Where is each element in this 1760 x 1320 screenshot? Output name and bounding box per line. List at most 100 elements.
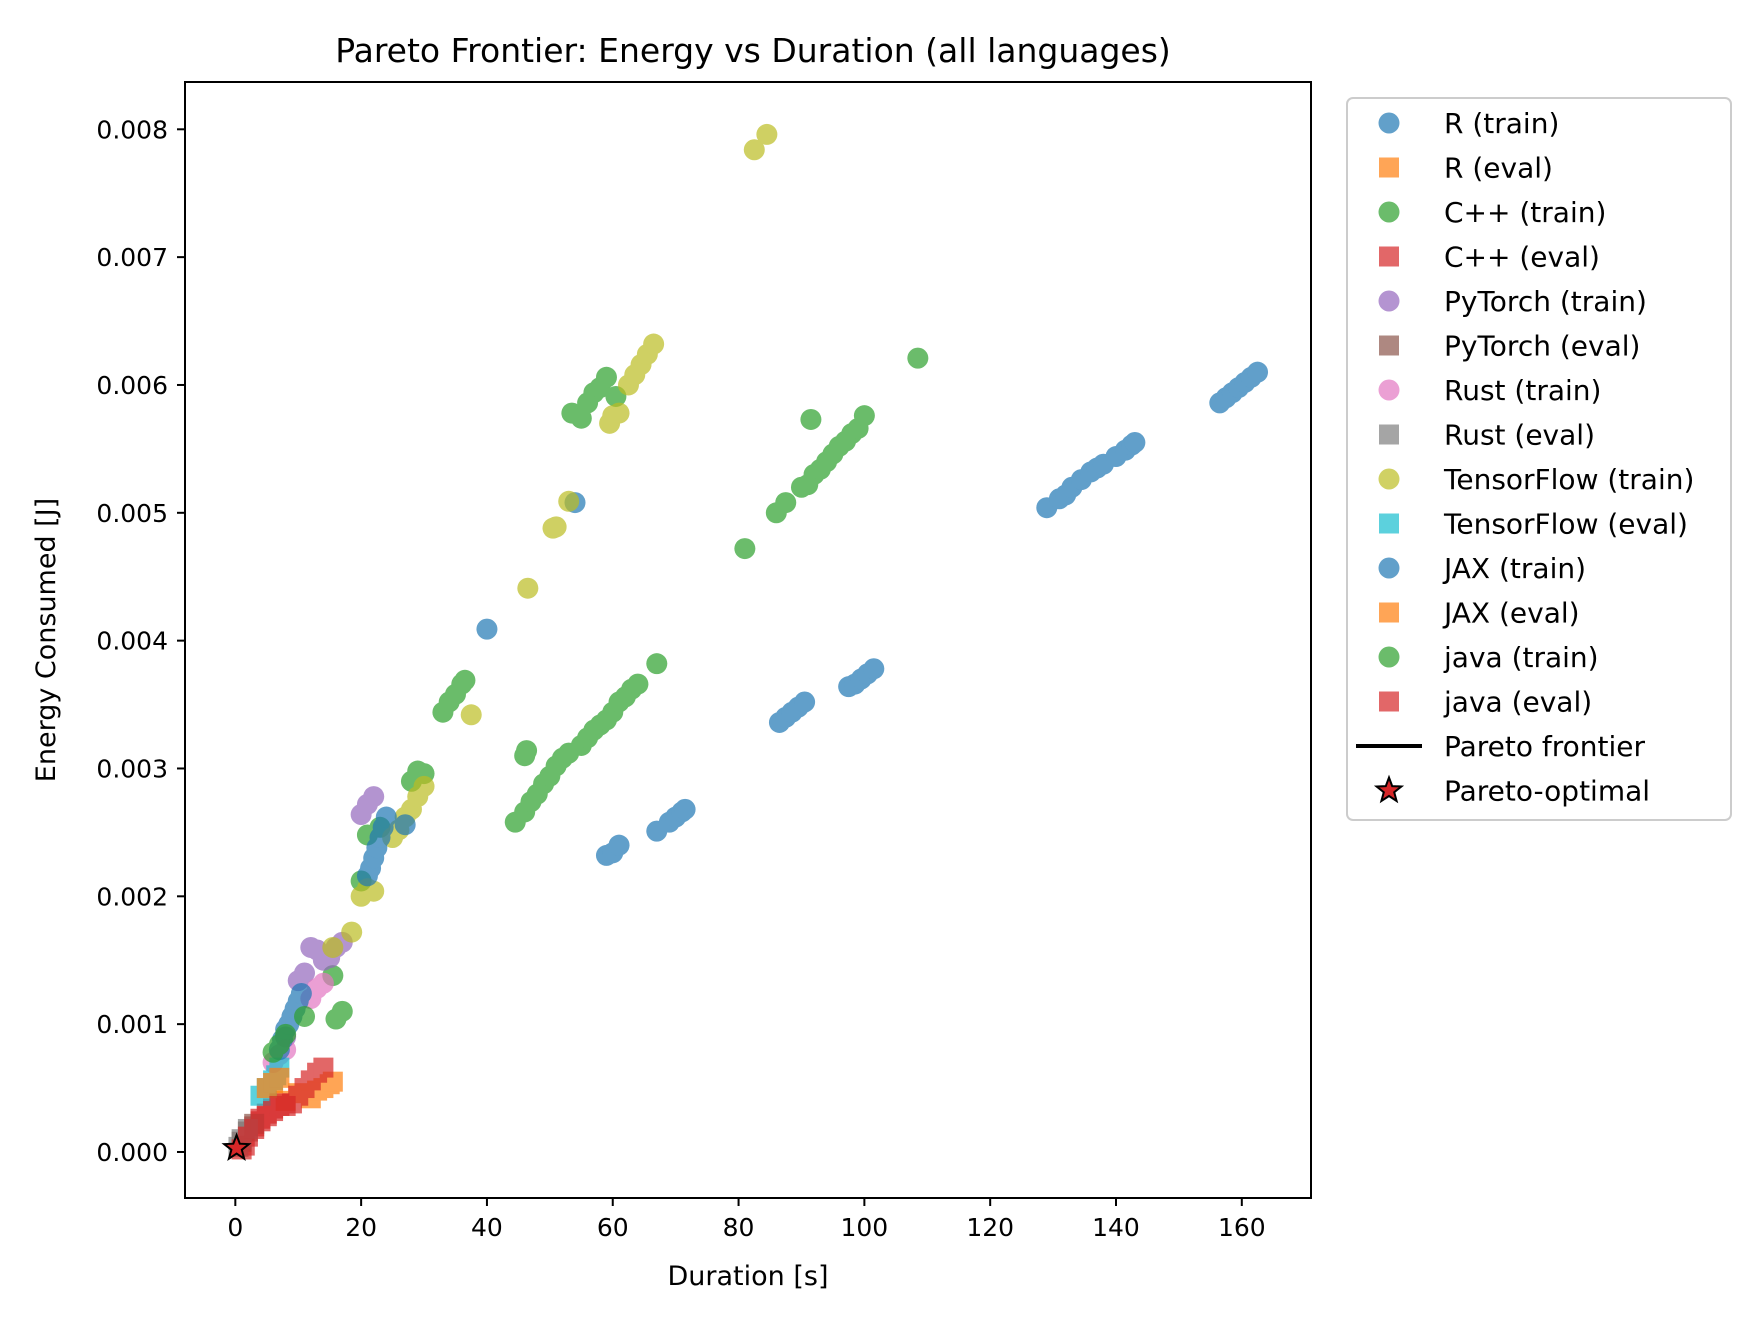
data-point [756,123,778,145]
data-point [1247,361,1269,383]
legend-entry: R (train) [1378,107,1559,140]
data-point [743,139,765,161]
legend-entry: TensorFlow (eval) [1379,508,1688,541]
y-tick-label: 0.006 [96,371,168,400]
legend-marker [1379,691,1399,712]
data-point [517,577,539,599]
legend-entry: PyTorch (train) [1378,285,1647,318]
data-point [674,798,696,820]
legend-label: JAX (train) [1442,552,1586,585]
data-point [322,936,344,958]
legend-entry: R (eval) [1379,152,1553,185]
data-point [275,1023,297,1045]
data-point [516,740,538,762]
legend-label: PyTorch (train) [1444,285,1647,318]
legend-entry: PyTorch (eval) [1379,330,1640,363]
legend-label: Pareto frontier [1444,730,1646,763]
data-point [460,704,482,726]
x-tick-label: 80 [723,1213,755,1242]
legend-marker [1378,379,1400,401]
x-axis: 0 20 40 60 80 100 120 140 160 [227,1198,1266,1242]
data-point [313,1057,334,1078]
data-point [294,1005,316,1027]
y-tick-label: 0.005 [96,499,168,528]
pareto-optimal-point [221,1132,252,1162]
legend-label: java (train) [1443,641,1599,674]
y-axis-label: Energy Consumed [J] [31,498,62,782]
legend-entry: Pareto frontier [1356,730,1646,763]
data-point [646,653,668,675]
y-tick-label: 0.003 [96,754,168,783]
legend-marker [1378,557,1400,579]
plot-area [221,123,1269,1162]
series-12 [262,1005,316,1063]
data-point [545,516,567,538]
legend-label: R (eval) [1444,152,1553,185]
legend-marker [1378,201,1400,223]
legend-entry: TensorFlow (train) [1378,463,1694,496]
legend-entry: JAX (train) [1378,552,1586,585]
legend-label: R (train) [1444,107,1559,140]
legend-entry: java (train) [1378,641,1599,674]
legend-marker [1378,468,1400,490]
legend-label: C++ (train) [1444,196,1606,229]
x-tick-label: 0 [227,1213,243,1242]
data-point [363,786,385,808]
y-tick-label: 0.002 [96,882,168,911]
legend-label: TensorFlow (eval) [1443,508,1688,541]
legend-marker [1373,774,1405,804]
legend-label: JAX (eval) [1442,597,1580,630]
series-13 [231,1057,334,1160]
legend-entry: JAX (eval) [1379,597,1580,630]
data-point [558,490,580,512]
legend-box [1346,97,1732,821]
data-point [341,921,363,943]
y-tick-label: 0.000 [96,1138,168,1167]
legend-entry: Rust (train) [1378,374,1601,407]
legend-entry: Rust (eval) [1379,419,1595,452]
data-point [794,691,816,713]
data-point [643,333,665,355]
legend-marker [1379,157,1399,178]
legend-marker [1379,513,1399,534]
legend-label: Pareto-optimal [1444,775,1650,808]
chart-title: Pareto Frontier: Energy vs Duration (all… [335,31,1171,70]
y-tick-label: 0.001 [96,1010,168,1039]
x-tick-label: 160 [1218,1213,1266,1242]
data-point [331,1000,353,1022]
data-point [608,834,630,856]
legend-entry: java (eval) [1379,686,1592,719]
legend: R (train) R (eval) C++ (train) C++ (eval) Py… [1346,97,1732,821]
legend-marker [1378,290,1400,312]
data-point [269,1067,290,1088]
x-tick-label: 40 [471,1213,503,1242]
x-tick-label: 120 [966,1213,1014,1242]
data-point [627,673,649,695]
data-point [394,814,416,836]
data-point [454,669,476,691]
legend-label: java (eval) [1443,686,1592,719]
data-point [476,618,498,640]
y-tick-label: 0.004 [96,627,168,656]
data-point [775,492,797,514]
legend-entry: C++ (eval) [1379,241,1600,274]
legend-marker [1378,646,1400,668]
data-point [907,347,929,369]
data-point [413,775,435,797]
series-2 [322,347,929,1030]
legend-label: Rust (train) [1444,374,1601,407]
data-point [595,366,617,388]
data-point [375,806,397,828]
data-point [312,972,334,994]
legend-label: PyTorch (eval) [1444,330,1640,363]
x-tick-label: 60 [597,1213,629,1242]
data-point [734,538,756,560]
legend-marker [1379,246,1399,267]
legend-marker [1379,424,1399,445]
legend-label: TensorFlow (train) [1443,463,1694,496]
x-tick-label: 140 [1092,1213,1140,1242]
data-point [800,408,822,430]
data-point [608,402,630,424]
x-tick-label: 20 [345,1213,377,1242]
